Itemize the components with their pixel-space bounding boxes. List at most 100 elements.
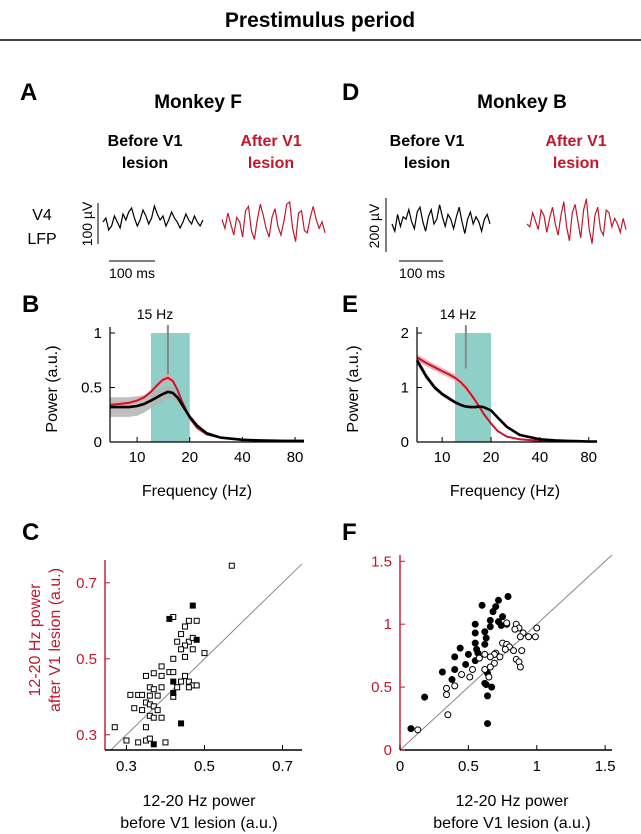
lfp-label: LFP: [27, 231, 56, 248]
f-xlabel-line2: before V1 lesion (a.u.): [433, 815, 590, 832]
filled-circle-point: [504, 593, 512, 601]
open-square-point: [185, 678, 192, 685]
open-square-point: [193, 682, 200, 689]
filled-square-point: [166, 615, 173, 622]
filled-circle-point: [421, 693, 429, 701]
open-circle-point: [485, 673, 493, 681]
y-tick-label: 0: [384, 742, 392, 759]
filled-circle-point: [464, 650, 472, 658]
before-error-band: [417, 355, 597, 442]
c-ylabel-line1: 12-20 Hz power: [27, 583, 44, 697]
open-circle-point: [518, 647, 526, 655]
filled-circle-point: [482, 634, 490, 642]
panel-letter-b: B: [22, 291, 39, 318]
y-tick-label: 1.5: [371, 553, 392, 570]
open-circle-point: [511, 625, 519, 633]
y-tick-label: 0.5: [76, 651, 97, 668]
filled-square-point: [150, 741, 157, 748]
a-before-lfp-trace: [102, 203, 204, 232]
open-circle-point: [531, 633, 539, 641]
x-tick-label: 80: [287, 449, 304, 466]
a-voltage-scale-label: 100 µV: [79, 201, 95, 246]
open-square-point: [150, 670, 157, 677]
d-voltage-scale-label: 200 µV: [366, 203, 382, 248]
open-circle-point: [458, 671, 466, 679]
panel-letter-e: E: [342, 291, 358, 318]
frequency-band-highlight: [454, 333, 491, 442]
y-tick-label: 0: [94, 434, 102, 451]
open-square-point: [131, 705, 138, 712]
d-time-scale-label: 100 ms: [399, 265, 445, 281]
filled-circle-point: [486, 623, 494, 631]
a-after-lfp-trace: [221, 200, 326, 242]
open-square-point: [146, 692, 153, 699]
open-square-point: [170, 655, 177, 662]
c-xlabel-line2: before V1 lesion (a.u.): [120, 815, 277, 832]
open-square-point: [139, 707, 146, 714]
open-circle-point: [516, 633, 524, 641]
open-circle-point: [468, 665, 476, 673]
b-peak-label: 15 Hz: [137, 306, 174, 322]
filled-square-point: [189, 602, 196, 609]
open-square-point: [189, 646, 196, 653]
open-square-point: [146, 735, 153, 742]
y-tick-label: 0.5: [371, 679, 392, 696]
a-before-label-line1: Before V1: [108, 133, 183, 150]
open-square-point: [127, 691, 134, 698]
x-tick-label: 10: [129, 449, 146, 466]
filled-circle-point: [407, 725, 415, 733]
f-xlabel-line1: 12-20 Hz power: [456, 793, 570, 810]
open-square-point: [181, 642, 188, 649]
open-circle-point: [501, 645, 509, 653]
open-circle-point: [486, 653, 494, 661]
e-ylabel: Power (a.u.): [345, 345, 362, 432]
open-square-point: [193, 617, 200, 624]
x-tick-label: 0.5: [194, 758, 215, 775]
c-ylabel-line2: after V1 lesion (a.u.): [47, 568, 64, 712]
open-square-point: [162, 739, 169, 746]
panel-letter-c: C: [22, 519, 39, 546]
filled-circle-point: [478, 601, 486, 609]
open-square-point: [139, 691, 146, 698]
open-square-point: [178, 646, 185, 653]
open-circle-point: [443, 684, 451, 692]
filled-square-point: [170, 690, 177, 696]
y-tick-label: 0.7: [76, 575, 97, 592]
open-square-point: [158, 672, 165, 679]
open-square-point: [142, 724, 149, 731]
filled-circle-point: [471, 620, 479, 628]
y-tick-label: 0.5: [81, 380, 102, 397]
y-tick-label: 1: [384, 616, 392, 633]
x-tick-label: 20: [181, 449, 198, 466]
e-peak-label: 14 Hz: [440, 306, 477, 322]
open-square-point: [185, 617, 192, 624]
filled-circle-point: [462, 660, 470, 668]
open-square-point: [142, 672, 149, 679]
open-circle-point: [466, 673, 474, 681]
monkey-b-title: Monkey B: [477, 92, 567, 113]
panel-letter-f: F: [342, 519, 357, 546]
open-circle-point: [496, 653, 504, 661]
y-tick-label: 0: [401, 434, 409, 451]
open-circle-point: [481, 665, 489, 673]
a-time-scale-label: 100 ms: [109, 265, 155, 281]
x-tick-label: 0.7: [272, 758, 293, 775]
a-before-label-line2: lesion: [122, 155, 168, 172]
y-tick-label: 2: [401, 325, 409, 342]
open-circle-point: [481, 650, 489, 658]
open-square-point: [178, 631, 185, 638]
open-square-point: [154, 707, 161, 714]
open-circle-point: [444, 711, 452, 719]
a-after-label-line1: After V1: [240, 133, 301, 150]
x-tick-label: 1.5: [595, 758, 616, 775]
b-xlabel: Frequency (Hz): [142, 483, 252, 500]
filled-circle-point: [448, 676, 456, 684]
open-circle-point: [486, 663, 494, 671]
filled-square-point: [178, 720, 185, 727]
filled-circle-point: [484, 720, 492, 728]
open-square-point: [158, 714, 165, 721]
filled-circle-point: [471, 639, 479, 647]
figure-title: Prestimulus period: [225, 9, 415, 32]
before-spectrum-line: [110, 390, 304, 443]
